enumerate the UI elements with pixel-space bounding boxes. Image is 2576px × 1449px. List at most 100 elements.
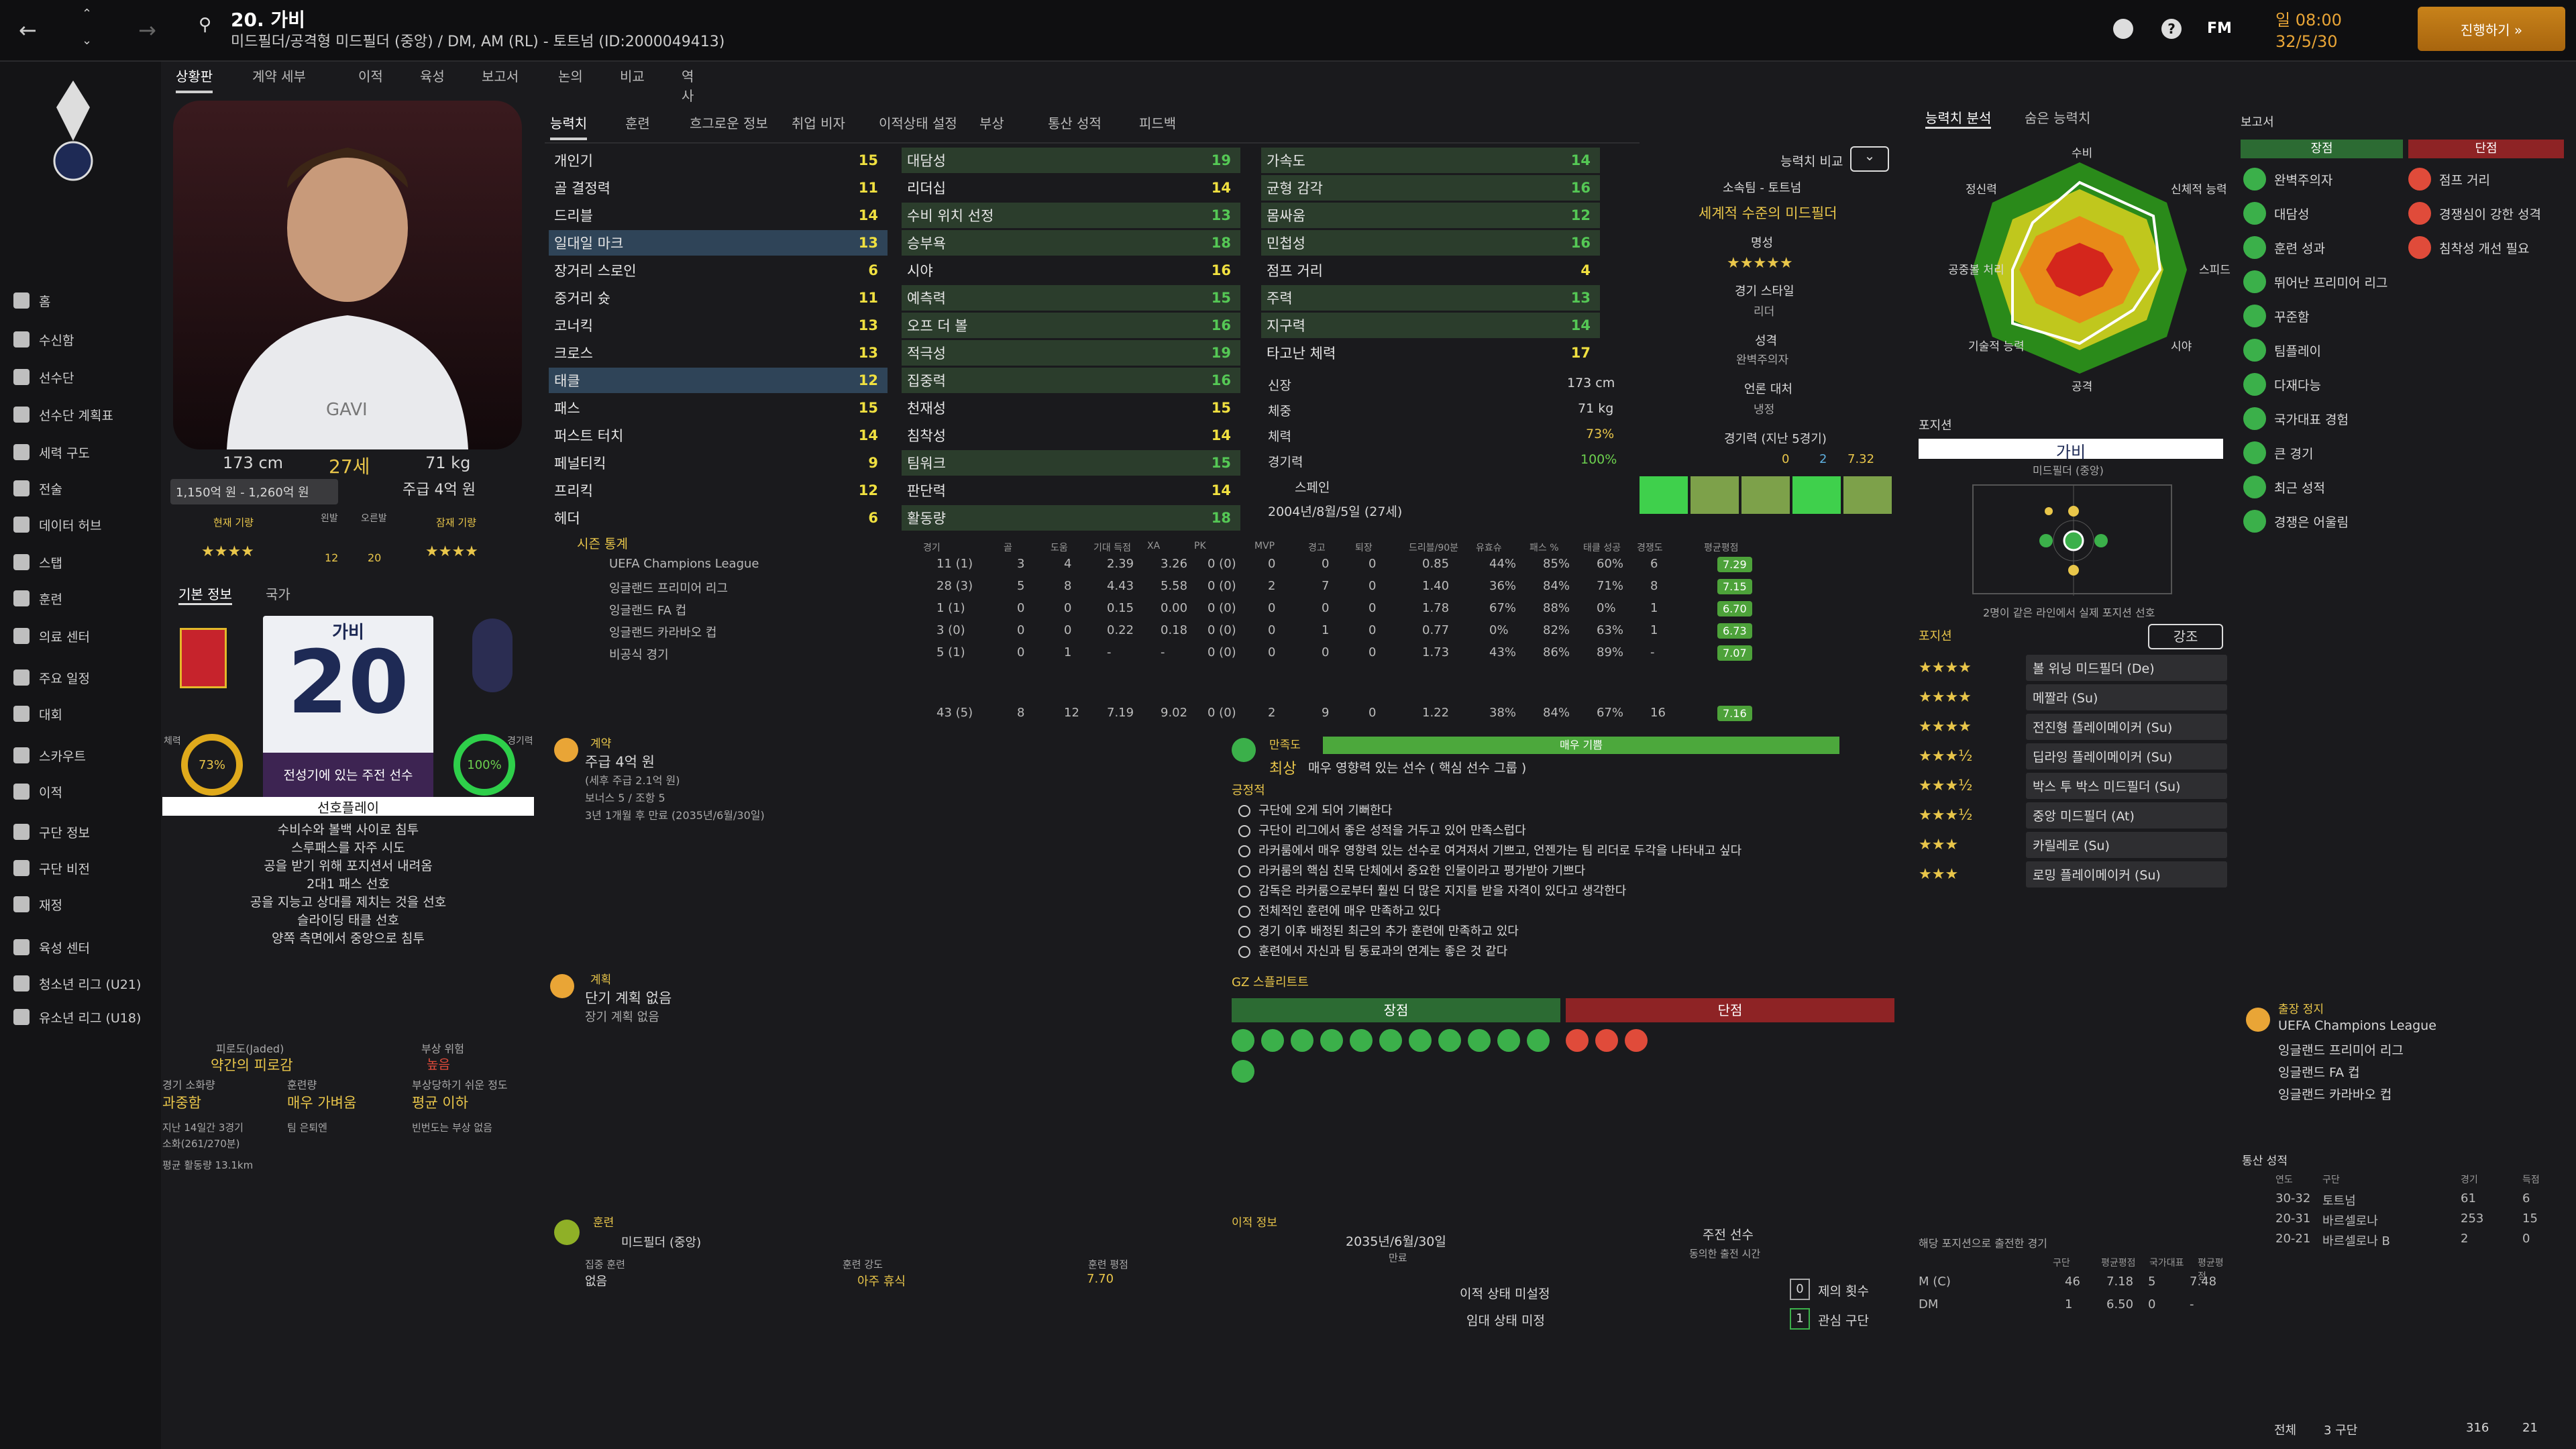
role-name[interactable]: 전진형 플레이메이커 (Su) bbox=[2026, 713, 2227, 740]
sidebar-item[interactable]: 홈 bbox=[13, 286, 154, 315]
center-tab-2[interactable]: 흐그로운 정보 bbox=[690, 115, 768, 131]
season-stats-title[interactable]: 시즌 통계 bbox=[577, 537, 628, 551]
down-icon[interactable]: ⌄ bbox=[82, 34, 93, 48]
career-cell: 토트넘 bbox=[2322, 1194, 2356, 1208]
sidebar-item[interactable]: 육성 센터 bbox=[13, 932, 154, 962]
role-name[interactable]: 중앙 미드필더 (At) bbox=[2026, 802, 2227, 828]
role-name[interactable]: 볼 위닝 미드필더 (De) bbox=[2026, 654, 2227, 681]
center-tab-4[interactable]: 이적상태 설정 bbox=[879, 115, 957, 131]
tab-hidden-attributes[interactable]: 숨은 능력치 bbox=[2025, 110, 2091, 126]
tab-0[interactable]: 상황판 bbox=[176, 66, 213, 93]
role-name[interactable]: 로밍 플레이메이커 (Su) bbox=[2026, 861, 2227, 888]
position-games-cell: M (C) bbox=[1919, 1275, 1951, 1289]
sidebar-item[interactable]: 재정 bbox=[13, 890, 154, 919]
position-role-row[interactable]: ★★★ 카릴레로 (Su) bbox=[1919, 831, 2227, 858]
center-tab-6[interactable]: 통산 성적 bbox=[1048, 115, 1102, 131]
sidebar-item[interactable]: 주요 일정 bbox=[13, 663, 154, 692]
sidebar-item[interactable]: 의료 센터 bbox=[13, 621, 154, 651]
stats-cell: 6 bbox=[1650, 557, 1658, 571]
pitch-diagram bbox=[1972, 484, 2172, 596]
positions-dropdown[interactable]: 강조 bbox=[2148, 624, 2223, 649]
training-title[interactable]: 훈련 bbox=[593, 1216, 614, 1230]
tab-6[interactable]: 비교 bbox=[620, 68, 645, 85]
sidebar-item[interactable]: 세력 구도 bbox=[13, 437, 154, 467]
contract-title[interactable]: 계약 bbox=[590, 737, 612, 751]
report-pro-item: 꾸준함 bbox=[2243, 305, 2309, 327]
sidebar-item[interactable]: 선수단 계획표 bbox=[13, 400, 154, 429]
tab-basic-info[interactable]: 기본 정보 bbox=[178, 584, 232, 605]
role-name[interactable]: 카릴레로 (Su) bbox=[2026, 831, 2227, 858]
attribute-value: 12 bbox=[858, 482, 878, 498]
sidebar-item[interactable]: 대회 bbox=[13, 699, 154, 729]
contract-wage: 주급 4억 원 bbox=[585, 754, 655, 770]
tab-nation[interactable]: 국가 bbox=[266, 586, 290, 602]
stats-cell: 44% bbox=[1489, 557, 1517, 571]
sidebar-item[interactable]: 유소년 리그 (U18) bbox=[13, 1002, 154, 1032]
center-tab-1[interactable]: 훈련 bbox=[625, 115, 650, 131]
position-role-row[interactable]: ★★★★ 볼 위닝 미드필더 (De) bbox=[1919, 654, 2227, 681]
continue-button[interactable]: 진행하기 » bbox=[2418, 7, 2565, 51]
position-role-row[interactable]: ★★★★ 전진형 플레이메이커 (Su) bbox=[1919, 713, 2227, 740]
sidebar-item[interactable]: 청소년 리그 (U21) bbox=[13, 969, 154, 998]
attribute-name: 민첩성 bbox=[1267, 235, 1305, 252]
center-tab-3[interactable]: 취업 비자 bbox=[792, 115, 845, 131]
attribute-value: 13 bbox=[1570, 290, 1591, 306]
tab-1[interactable]: 계약 세부 bbox=[252, 68, 306, 85]
tab-2[interactable]: 이적 bbox=[358, 68, 383, 85]
position-role-row[interactable]: ★★★½ 중앙 미드필더 (At) bbox=[1919, 802, 2227, 828]
role-name[interactable]: 박스 투 박스 미드필더 (Su) bbox=[2026, 772, 2227, 799]
tab-7[interactable]: 역사 bbox=[682, 68, 694, 104]
transfer-title[interactable]: 이적 정보 bbox=[1232, 1216, 1277, 1230]
center-tab-5[interactable]: 부상 bbox=[979, 115, 1004, 131]
position-role-row[interactable]: ★★★ 로밍 플레이메이커 (Su) bbox=[1919, 861, 2227, 888]
player-title: 20. 가비 bbox=[231, 9, 305, 31]
sidebar-item[interactable]: 스카우트 bbox=[13, 741, 154, 770]
sidebar-item[interactable]: 구단 비전 bbox=[13, 853, 154, 883]
forward-icon[interactable]: → bbox=[138, 17, 156, 43]
height-value: 173 cm bbox=[1567, 376, 1615, 390]
fm-logo[interactable]: FM bbox=[2207, 20, 2232, 37]
transfer-status2: 임대 상태 미정 bbox=[1466, 1313, 1545, 1328]
center-tab-0[interactable]: 능력치 bbox=[550, 113, 588, 140]
positions-section[interactable]: 포지션 bbox=[1919, 629, 1952, 643]
sidebar-item[interactable]: 선수단 bbox=[13, 362, 154, 392]
satisfaction-bar: 매우 기쁨 bbox=[1323, 737, 1839, 754]
tab-5[interactable]: 논의 bbox=[558, 68, 583, 85]
sidebar-item[interactable]: 스탭 bbox=[13, 547, 154, 577]
radar-axis-label: 정신력 bbox=[1966, 183, 1997, 197]
up-icon[interactable]: ⌃ bbox=[82, 7, 93, 21]
stats-cell: 7 bbox=[1322, 579, 1330, 593]
attribute-value: 12 bbox=[858, 372, 878, 388]
tab-4[interactable]: 보고서 bbox=[482, 68, 519, 85]
ball-icon[interactable] bbox=[2113, 19, 2133, 39]
stats-cell: 0 bbox=[1064, 623, 1072, 637]
help-icon[interactable]: ? bbox=[2161, 19, 2182, 39]
sidebar-item[interactable]: 전술 bbox=[13, 474, 154, 503]
prefs-title: 선호플레이 bbox=[162, 797, 534, 816]
sidebar-item[interactable]: 데이터 허브 bbox=[13, 510, 154, 539]
role-name[interactable]: 메짤라 (Su) bbox=[2026, 684, 2227, 710]
position-role-row[interactable]: ★★★½ 딥라잉 플레이메이커 (Su) bbox=[1919, 743, 2227, 769]
sidebar-item[interactable]: 훈련 bbox=[13, 584, 154, 613]
back-icon[interactable]: ← bbox=[19, 17, 37, 43]
position-role-row[interactable]: ★★★★ 메짤라 (Su) bbox=[1919, 684, 2227, 710]
position-role-row[interactable]: ★★★½ 박스 투 박스 미드필더 (Su) bbox=[1919, 772, 2227, 799]
attribute-name: 활동량 bbox=[907, 511, 946, 527]
compare-dropdown[interactable]: ⌄ bbox=[1850, 146, 1889, 172]
tab-3[interactable]: 육성 bbox=[420, 68, 445, 85]
current-ability-stars: ★★★★ bbox=[201, 543, 254, 560]
transfer-expiry: 2035년/6월/30일 bbox=[1346, 1234, 1446, 1249]
plans-title[interactable]: 계획 bbox=[590, 973, 612, 987]
role-name[interactable]: 딥라잉 플레이메이커 (Su) bbox=[2026, 743, 2227, 769]
sidebar-item[interactable]: 수신함 bbox=[13, 325, 154, 354]
search-icon[interactable]: ⚲ bbox=[199, 15, 212, 35]
gz-title[interactable]: GZ 스플리트트 bbox=[1232, 975, 1309, 989]
tab-ability-analysis[interactable]: 능력치 분석 bbox=[1925, 107, 1992, 129]
attribute-value: 15 bbox=[1211, 400, 1231, 416]
satisfaction-title[interactable]: 만족도 bbox=[1269, 739, 1301, 752]
attribute-value: 14 bbox=[1211, 482, 1231, 498]
sidebar-item[interactable]: 구단 정보 bbox=[13, 817, 154, 847]
right-foot-label: 오른발 bbox=[361, 513, 387, 524]
sidebar-item[interactable]: 이적 bbox=[13, 777, 154, 806]
center-tab-7[interactable]: 피드백 bbox=[1139, 115, 1177, 131]
